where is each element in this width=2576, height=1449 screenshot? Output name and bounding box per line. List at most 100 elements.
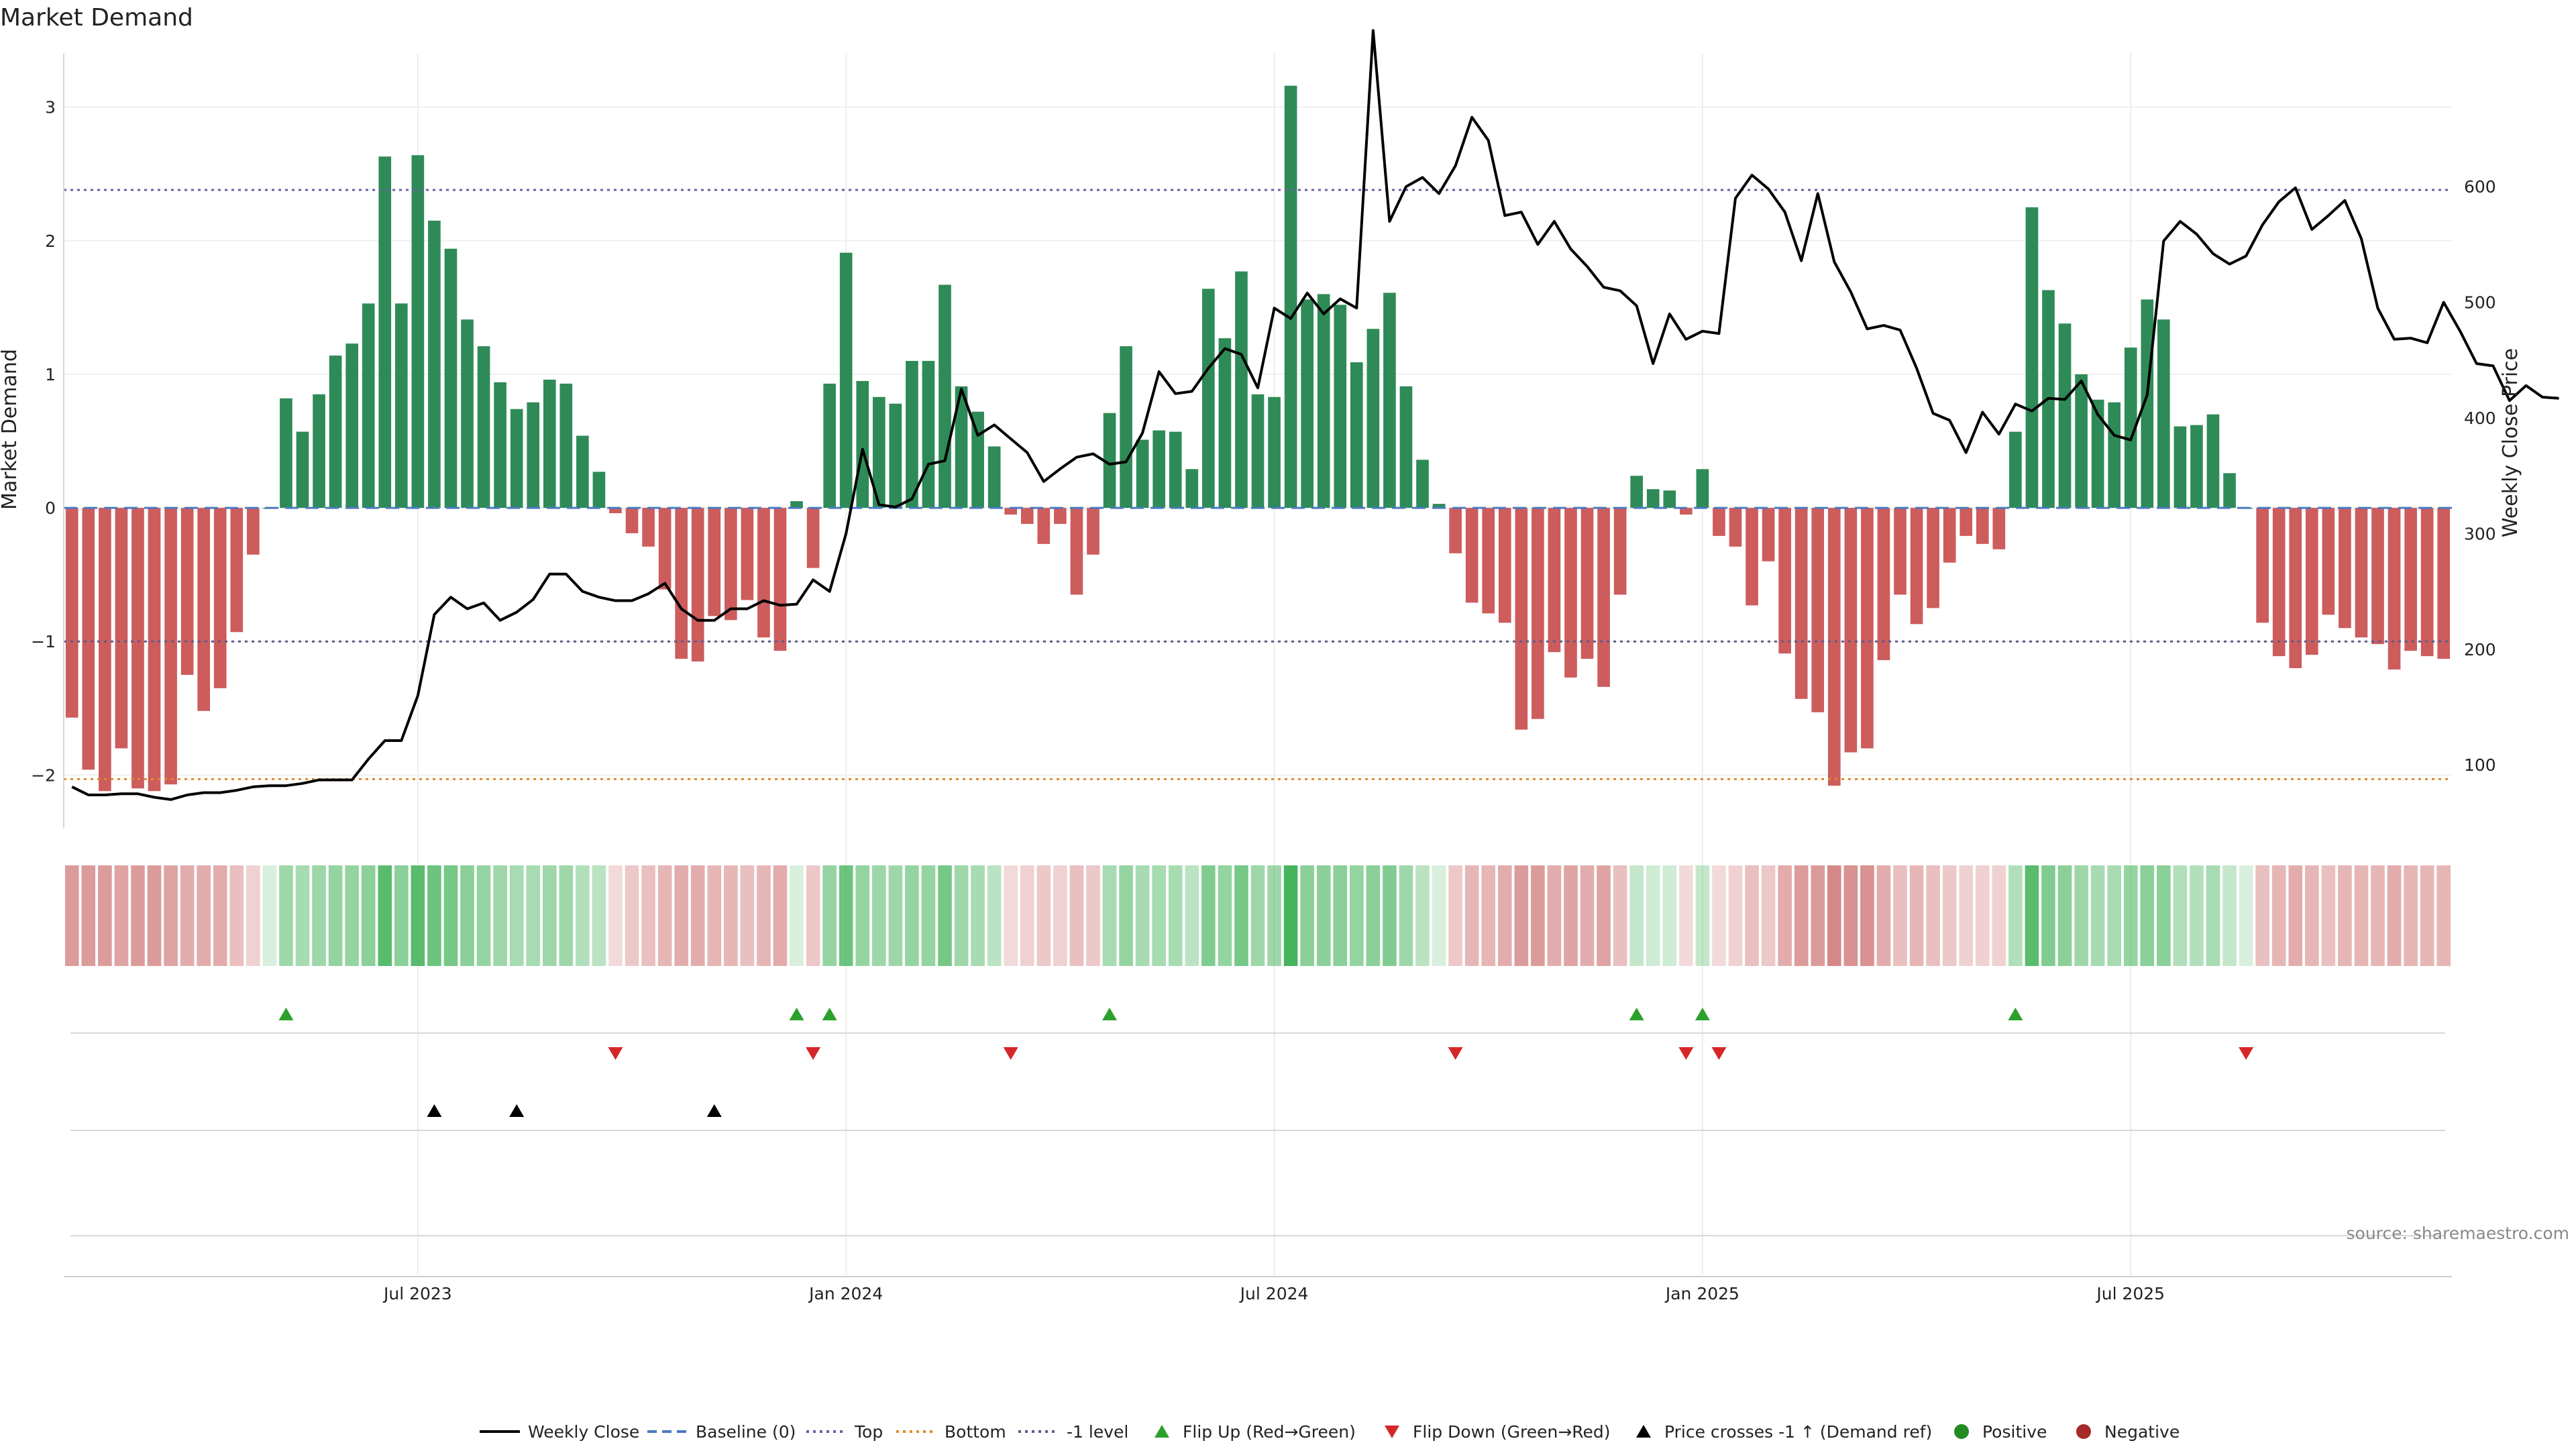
heat-cell — [1794, 865, 1809, 966]
demand-bar — [987, 446, 1001, 508]
heat-cell — [871, 865, 886, 966]
heat-cell — [1942, 865, 1957, 966]
heat-cell — [790, 865, 804, 966]
y-tick-label-left: −1 — [31, 632, 56, 651]
demand-bar — [2289, 508, 2302, 669]
heat-cell — [2354, 865, 2369, 966]
heat-cell — [576, 865, 590, 966]
demand-bar — [1103, 413, 1116, 508]
heat-cell — [1004, 865, 1018, 966]
heat-cell — [2074, 865, 2088, 966]
heat-cell — [2255, 865, 2269, 966]
heat-cell — [839, 865, 853, 966]
heat-cell — [2222, 865, 2237, 966]
heat-cell — [1547, 865, 1562, 966]
demand-bar — [2141, 299, 2154, 508]
demand-bar — [1663, 490, 1676, 508]
flip-down-marker — [1448, 1047, 1463, 1060]
demand-bar — [1251, 394, 1265, 508]
heat-cell — [1234, 865, 1248, 966]
demand-bar — [2190, 425, 2203, 508]
demand-bar — [313, 394, 325, 508]
demand-bar — [1399, 386, 1413, 508]
demand-bar — [1630, 476, 1644, 508]
heat-cell — [1250, 865, 1265, 966]
demand-bar — [1301, 299, 1313, 508]
legend-label: Positive — [1982, 1422, 2047, 1442]
legend-label: -1 level — [1067, 1422, 1128, 1442]
heat-cell — [1399, 865, 1413, 966]
demand-bar — [938, 284, 951, 508]
heat-cell — [526, 865, 541, 966]
demand-bar — [247, 508, 260, 555]
demand-bar — [1383, 292, 1396, 508]
heat-cell — [1745, 865, 1759, 966]
heat-cell — [1761, 865, 1776, 966]
demand-bar — [1070, 508, 1083, 595]
demand-bar — [1317, 294, 1330, 508]
legend-label: Weekly Close — [528, 1422, 639, 1442]
y-tick-label-left: −2 — [31, 765, 56, 785]
heat-cell — [1481, 865, 1496, 966]
heat-cell — [2107, 865, 2122, 966]
heat-cell — [98, 865, 112, 966]
flip-up-marker — [278, 1008, 294, 1020]
heat-cell — [822, 865, 837, 966]
x-tick-label: Jul 2025 — [2095, 1284, 2165, 1303]
heat-cell — [1811, 865, 1825, 966]
demand-bar — [971, 411, 984, 508]
x-tick-label: Jan 2025 — [1664, 1284, 1739, 1303]
demand-bar — [1877, 508, 1890, 661]
demand-bar — [2223, 473, 2236, 508]
demand-bar — [2157, 319, 2170, 508]
demand-bar — [1366, 329, 1380, 508]
heat-cell — [1926, 865, 1940, 966]
heat-cell — [1514, 865, 1529, 966]
heat-cell — [905, 865, 919, 966]
heat-cell — [1531, 865, 1545, 966]
y-axis-label-right: Weekly Close Price — [2499, 348, 2522, 537]
heat-cell — [2271, 865, 2286, 966]
flip-up-marker — [1695, 1008, 1710, 1020]
heat-cell — [460, 865, 474, 966]
legend: Weekly Close Baseline (0) Top Bottom -1 leve… — [480, 1422, 2180, 1442]
heat-cell — [1695, 865, 1710, 966]
demand-bar — [1696, 469, 1709, 508]
demand-bar — [609, 508, 622, 514]
heat-cell — [1564, 865, 1578, 966]
heat-cell — [740, 865, 755, 966]
heat-cell — [312, 865, 326, 966]
demand-bar — [2058, 323, 2072, 508]
demand-bar — [2371, 508, 2384, 645]
heat-cell — [938, 865, 952, 966]
heat-cell — [1168, 865, 1183, 966]
heat-cell — [2057, 865, 2072, 966]
demand-bar — [1580, 508, 1594, 659]
demand-bar — [1778, 508, 1791, 654]
demand-bar — [559, 383, 573, 508]
demand-bar — [180, 508, 194, 675]
heat-cell — [246, 865, 260, 966]
heat-cell — [394, 865, 409, 966]
flip-down-marker — [1678, 1047, 1694, 1060]
heat-cell — [279, 865, 293, 966]
demand-bar — [510, 409, 523, 508]
demand-bar — [1646, 489, 1660, 508]
demand-bar — [1976, 508, 1989, 544]
heat-cell — [180, 865, 195, 966]
heat-cell — [1333, 865, 1348, 966]
flip-down-marker — [806, 1047, 821, 1060]
heat-cell — [1349, 865, 1364, 966]
heat-cell — [2123, 865, 2138, 966]
demand-bar — [1120, 346, 1132, 508]
demand-bar — [576, 435, 589, 508]
heat-cell — [427, 865, 441, 966]
heat-cell — [1152, 865, 1167, 966]
heat-cell — [2025, 865, 2039, 966]
heat-cell — [197, 865, 211, 966]
y-tick-label-left: 0 — [45, 498, 56, 518]
price-cross-marker — [427, 1104, 442, 1117]
demand-bar — [428, 220, 441, 508]
demand-bar — [477, 346, 490, 508]
demand-bar — [773, 508, 787, 651]
